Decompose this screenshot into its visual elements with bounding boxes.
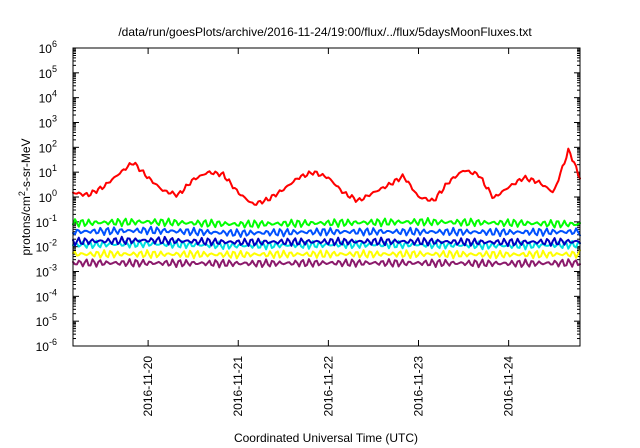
y-tick-base: 10 [36, 241, 50, 255]
y-tick-base: 10 [39, 67, 53, 81]
y-tick-exponent: -5 [49, 312, 57, 322]
y-tick-label: 10-4 [36, 287, 57, 304]
y-tick-exponent: 1 [52, 163, 57, 173]
y-tick-base: 10 [39, 117, 53, 131]
plot-frame [72, 47, 581, 347]
axis-ticks [73, 47, 580, 347]
chart-title: /data/run/goesPlots/archive/2016-11-24/1… [118, 25, 532, 39]
series-line [72, 225, 581, 238]
y-tick-exponent: 0 [52, 188, 57, 198]
x-tick-label: 2016-11-21 [231, 356, 245, 417]
y-tick-base: 10 [36, 315, 50, 329]
y-tick-base: 10 [36, 266, 50, 280]
y-tick-base: 10 [39, 42, 53, 56]
y-tick-label: 10-5 [36, 312, 57, 329]
y-tick-label: 101 [39, 163, 57, 180]
y-tick-exponent: 6 [52, 39, 57, 49]
series-group [72, 147, 581, 269]
y-axis-label-rest: -s-sr-MeV [19, 138, 33, 191]
y-tick-base: 10 [36, 340, 50, 354]
y-tick-exponent: -3 [49, 263, 57, 273]
y-axis-label: protons/cm2-s-sr-MeV [17, 138, 33, 255]
series-line [72, 235, 581, 248]
y-tick-exponent: 3 [52, 114, 57, 124]
y-tick-base: 10 [39, 141, 53, 155]
y-tick-base: 10 [36, 216, 50, 230]
y-tick-label: 105 [39, 64, 57, 81]
y-axis-label-base: protons/cm [19, 196, 33, 255]
y-tick-label: 100 [39, 188, 57, 205]
y-tick-exponent: -6 [49, 337, 57, 347]
x-axis-label: Coordinated Universal Time (UTC) [234, 431, 418, 445]
y-tick-exponent: -2 [49, 238, 57, 248]
x-tick-label: 2016-11-24 [502, 356, 516, 417]
y-tick-base: 10 [39, 166, 53, 180]
y-tick-exponent: -4 [49, 287, 57, 297]
x-tick-labels: 2016-11-20 2016-11-21 2016-11-22 2016-11-23… [141, 356, 516, 417]
y-tick-label: 10-3 [36, 263, 57, 280]
y-tick-exponent: 2 [52, 138, 57, 148]
y-tick-label: 10-1 [36, 213, 57, 230]
series-line [72, 217, 581, 229]
y-tick-base: 10 [39, 191, 53, 205]
y-tick-label: 104 [39, 89, 57, 106]
y-tick-label: 103 [39, 114, 57, 131]
y-tick-exponent: 5 [52, 64, 57, 74]
series-line [72, 258, 581, 269]
y-tick-exponent: -1 [49, 213, 57, 223]
x-tick-label: 2016-11-22 [321, 356, 335, 417]
y-tick-label: 10-2 [36, 238, 57, 255]
y-axis-label-sup: 2 [17, 191, 27, 196]
y-tick-labels: 10-610-510-410-310-210-11001011021031041… [36, 39, 57, 354]
y-tick-label: 102 [39, 138, 57, 155]
series-line [72, 147, 581, 206]
y-tick-label: 10-6 [36, 337, 57, 354]
y-tick-base: 10 [39, 92, 53, 106]
series-line [72, 249, 581, 260]
y-tick-label: 106 [39, 39, 57, 56]
x-tick-label: 2016-11-20 [141, 356, 155, 417]
x-tick-label: 2016-11-23 [412, 356, 426, 417]
y-tick-exponent: 4 [52, 89, 57, 99]
y-tick-base: 10 [36, 290, 50, 304]
